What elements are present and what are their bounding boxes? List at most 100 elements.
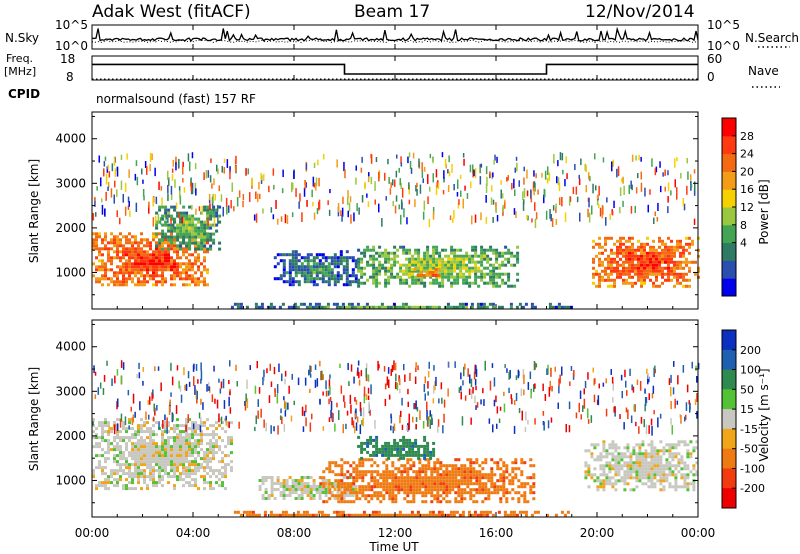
heatmap-cell xyxy=(288,488,292,491)
noise-cell xyxy=(578,402,580,413)
noise-cell xyxy=(134,173,137,181)
noise-cell xyxy=(466,193,469,199)
noise-cell xyxy=(259,193,261,200)
heatmap-cell xyxy=(650,440,654,444)
heatmap-cell xyxy=(164,472,167,476)
heatmap-cell xyxy=(433,479,437,483)
heatmap-cell xyxy=(297,482,301,485)
heatmap-cell xyxy=(440,510,444,514)
noise-cell xyxy=(489,380,492,391)
heatmap-cell xyxy=(333,253,337,257)
heatmap-cell xyxy=(381,450,385,454)
heatmap-cell xyxy=(375,257,379,261)
heatmap-cell xyxy=(532,464,536,468)
heatmap-cell xyxy=(667,251,670,255)
heatmap-cell xyxy=(206,454,209,458)
noise-cell xyxy=(398,375,400,382)
heatmap-cell xyxy=(459,254,463,258)
heatmap-cell xyxy=(389,305,393,309)
heatmap-cell xyxy=(378,450,382,454)
heatmap-cell xyxy=(469,479,473,483)
noise-cell xyxy=(201,205,203,215)
heatmap-cell xyxy=(357,278,361,282)
heatmap-cell xyxy=(337,473,341,477)
heatmap-cell xyxy=(670,272,673,276)
heatmap-cell xyxy=(98,259,101,263)
heatmap-cell xyxy=(345,250,349,254)
heatmap-cell xyxy=(152,265,155,269)
heatmap-cell xyxy=(197,469,200,473)
heatmap-cell xyxy=(490,482,494,486)
heatmap-cell xyxy=(626,455,630,459)
heatmap-cell xyxy=(119,238,122,242)
heatmap-cell xyxy=(140,445,143,449)
heatmap-cell xyxy=(119,454,122,458)
heatmap-cell xyxy=(445,488,449,492)
heatmap-cell xyxy=(646,260,649,264)
heatmap-cell xyxy=(146,265,149,269)
heatmap-cell xyxy=(134,475,137,479)
heatmap-cell xyxy=(173,226,177,230)
heatmap-cell xyxy=(98,463,101,467)
noise-cell xyxy=(561,152,564,161)
heatmap-cell xyxy=(442,491,446,495)
heatmap-cell xyxy=(143,277,146,281)
heatmap-cell xyxy=(170,259,173,263)
heatmap-cell xyxy=(101,238,104,242)
heatmap-cell xyxy=(661,254,664,258)
heatmap-cell xyxy=(215,208,219,212)
heatmap-cell xyxy=(402,272,406,276)
heatmap-cell xyxy=(617,470,621,474)
heatmap-cell xyxy=(188,439,191,443)
heatmap-cell xyxy=(101,265,104,269)
heatmap-cell xyxy=(460,467,464,471)
noise-cell xyxy=(496,423,498,429)
heatmap-cell xyxy=(445,470,449,474)
heatmap-cell xyxy=(116,274,119,278)
heatmap-cell xyxy=(498,284,502,288)
heatmap-cell xyxy=(155,481,158,485)
heatmap-cell xyxy=(694,272,697,276)
heatmap-cell xyxy=(465,251,469,255)
noise-cell xyxy=(363,393,366,404)
heatmap-cell xyxy=(179,451,182,455)
heatmap-cell xyxy=(92,472,95,476)
heatmap-cell xyxy=(167,451,170,455)
noise-cell xyxy=(530,189,532,200)
heatmap-cell xyxy=(426,257,430,261)
heatmap-cell xyxy=(379,476,383,480)
heatmap-cell xyxy=(644,476,648,480)
heatmap-cell xyxy=(113,271,116,275)
heatmap-cell xyxy=(291,265,295,269)
noise-cell xyxy=(453,209,455,219)
heatmap-cell xyxy=(179,241,183,245)
heatmap-cell xyxy=(676,272,679,276)
heatmap-cell xyxy=(200,475,203,479)
heatmap-cell xyxy=(433,470,437,474)
heatmap-cell xyxy=(665,461,669,465)
heatmap-cell xyxy=(179,457,182,461)
heatmap-cell xyxy=(113,283,116,287)
heatmap-cell xyxy=(441,266,445,270)
heatmap-cell xyxy=(456,254,460,258)
heatmap-cell xyxy=(344,513,348,517)
heatmap-cell xyxy=(613,257,616,261)
heatmap-cell xyxy=(188,253,191,257)
noise-cell xyxy=(220,194,223,202)
heatmap-cell xyxy=(101,448,104,452)
heatmap-cell xyxy=(397,488,401,492)
heatmap-cell xyxy=(653,476,657,480)
noise-cell xyxy=(384,383,387,390)
heatmap-cell xyxy=(507,275,511,279)
noise-cell xyxy=(270,425,272,434)
heatmap-cell xyxy=(191,265,194,269)
heatmap-cell xyxy=(517,467,521,471)
heatmap-cell xyxy=(355,476,359,480)
heatmap-cell xyxy=(460,497,464,501)
heatmap-cell xyxy=(676,263,679,267)
noise-cell xyxy=(627,409,629,420)
heatmap-cell xyxy=(509,305,513,309)
heatmap-cell xyxy=(309,497,313,500)
noise-cell xyxy=(390,425,392,431)
heatmap-cell xyxy=(194,256,197,260)
